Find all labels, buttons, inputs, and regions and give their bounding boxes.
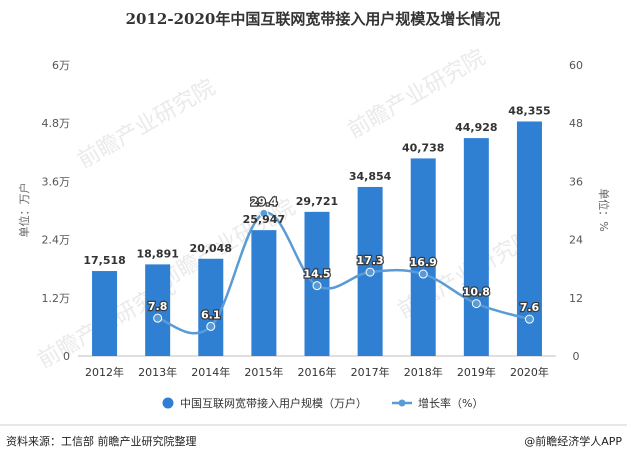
x-tick-label: 2014年 bbox=[191, 365, 230, 379]
growth-value-label: 29.4 bbox=[250, 195, 277, 208]
x-tick-label: 2017年 bbox=[351, 365, 390, 379]
bar-value-label: 40,738 bbox=[402, 141, 444, 154]
bar-labels: 17,518 18,891 20,048 25,947 29,721 34,854 40,7… bbox=[83, 104, 550, 267]
bar-value-label: 44,928 bbox=[455, 121, 497, 134]
bar-value-label: 18,891 bbox=[136, 247, 178, 260]
x-tick-label: 2018年 bbox=[404, 365, 443, 379]
right-tick-label: 60 bbox=[569, 59, 583, 72]
right-axis-title: 单位：% bbox=[597, 188, 611, 231]
left-tick-label: 6万 bbox=[52, 59, 70, 72]
left-tick-label: 3.6万 bbox=[42, 175, 71, 188]
growth-point bbox=[524, 314, 534, 324]
footer-brand: @前瞻经济学人APP bbox=[524, 434, 622, 448]
x-tick-label: 2020年 bbox=[510, 365, 549, 379]
line-series bbox=[153, 208, 534, 335]
legend: 中国互联网宽带接入用户规模（万户） 增长率（%） bbox=[162, 396, 483, 410]
right-tick-label: 12 bbox=[569, 292, 583, 305]
x-tick-label: 2019年 bbox=[457, 365, 496, 379]
growth-value-label: 17.3 bbox=[357, 254, 384, 267]
bar bbox=[145, 264, 171, 356]
growth-point bbox=[365, 267, 375, 277]
growth-value-label: 6.1 bbox=[201, 308, 221, 321]
bar bbox=[251, 230, 277, 356]
bar bbox=[198, 258, 224, 356]
right-tick-label: 0 bbox=[573, 350, 580, 363]
rate-labels: 7.8 6.1 29.4 14.5 17.3 16.9 10.8 7.6 bbox=[147, 194, 541, 322]
legend-line-label: 增长率（%） bbox=[418, 396, 483, 410]
x-tick-label: 2015年 bbox=[244, 365, 283, 379]
growth-value-label: 16.9 bbox=[410, 256, 437, 269]
growth-value-label: 14.5 bbox=[303, 268, 330, 281]
chart-title: 2012-2020年中国互联网宽带接入用户规模及增长情况 bbox=[126, 10, 501, 28]
x-axis: 2012年 2013年 2014年 2015年 2016年 2017年 2018年 2019年… bbox=[85, 365, 549, 379]
bar-value-label: 17,518 bbox=[83, 254, 125, 267]
x-tick-label: 2012年 bbox=[85, 365, 124, 379]
bar-value-label: 25,947 bbox=[243, 213, 285, 226]
bar-value-label: 48,355 bbox=[508, 104, 550, 117]
bar-value-label: 20,048 bbox=[190, 242, 232, 255]
legend-bar-marker bbox=[162, 397, 174, 409]
left-axis: 0 1.2万 2.4万 3.6万 4.8万 6万 bbox=[42, 59, 71, 363]
legend-line-dot bbox=[398, 399, 406, 407]
bar bbox=[92, 271, 118, 356]
bar bbox=[463, 138, 489, 356]
left-tick-label: 1.2万 bbox=[42, 292, 71, 305]
watermark-text: 前瞻产业研究院 bbox=[74, 75, 220, 174]
bar-value-label: 29,721 bbox=[296, 195, 338, 208]
growth-point bbox=[206, 321, 216, 331]
x-tick-label: 2013年 bbox=[138, 365, 177, 379]
right-tick-label: 48 bbox=[569, 117, 583, 130]
left-tick-label: 2.4万 bbox=[42, 234, 71, 247]
bar bbox=[410, 158, 436, 356]
right-axis: 0 12 24 36 48 60 bbox=[569, 59, 583, 363]
growth-point bbox=[153, 313, 163, 323]
growth-point bbox=[471, 299, 481, 309]
footer-source: 资料来源：工信部 前瞻产业研究院整理 bbox=[6, 434, 197, 448]
growth-point bbox=[418, 269, 428, 279]
legend-bar-label: 中国互联网宽带接入用户规模（万户） bbox=[180, 396, 367, 410]
left-axis-title: 单位：万户 bbox=[17, 183, 31, 238]
growth-point bbox=[259, 208, 269, 218]
left-tick-label: 4.8万 bbox=[42, 117, 71, 130]
left-tick-label: 0 bbox=[63, 350, 70, 363]
growth-value-label: 7.8 bbox=[148, 300, 168, 313]
bar-value-label: 34,854 bbox=[349, 170, 392, 183]
growth-value-label: 7.6 bbox=[520, 301, 540, 314]
x-tick-label: 2016年 bbox=[298, 365, 337, 379]
right-tick-label: 24 bbox=[569, 234, 583, 247]
growth-point bbox=[312, 281, 322, 291]
right-tick-label: 36 bbox=[569, 175, 583, 188]
growth-value-label: 10.8 bbox=[463, 286, 490, 299]
